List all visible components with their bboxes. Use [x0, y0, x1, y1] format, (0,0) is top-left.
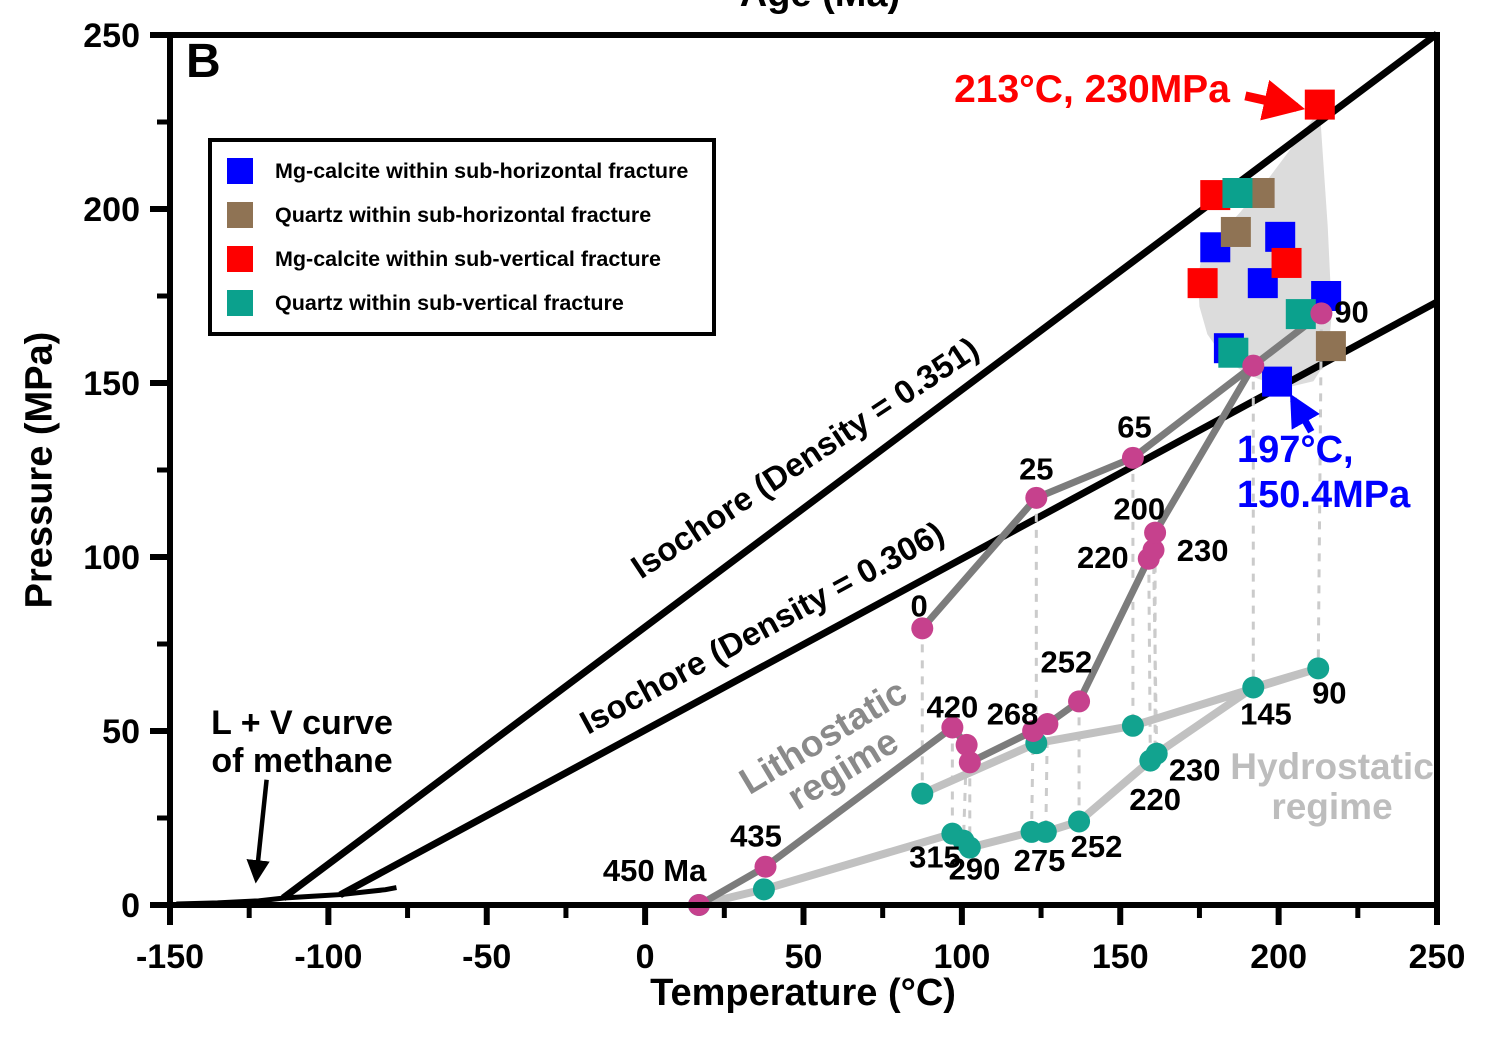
age-label-275: 275 [1014, 843, 1066, 878]
age-label-268: 268 [987, 697, 1039, 732]
fi-square [1187, 268, 1218, 299]
hydrostatic-point-290ma [958, 836, 981, 859]
age-label-220: 220 [1077, 540, 1129, 575]
lithostatic-point-252ma [1068, 690, 1091, 713]
y-tick-label: 250 [83, 17, 140, 55]
legend-label-1: Quartz within sub-horizontal fracture [275, 202, 652, 227]
age-label-252: 252 [1071, 829, 1123, 864]
legend-label-3: Quartz within sub-vertical fracture [275, 290, 624, 315]
x-tick-label: 250 [1409, 938, 1466, 976]
lithostatic-path [697, 309, 1325, 909]
fi-square [1265, 221, 1296, 252]
lithostatic-point-435ma [754, 855, 777, 878]
lithostatic-point-0ma [911, 617, 934, 640]
x-tick-label: -150 [136, 938, 204, 976]
x-tick-label: 200 [1250, 938, 1307, 976]
fi-square [1222, 177, 1253, 208]
legend: Mg-calcite within sub-horizontal fractur… [208, 138, 716, 336]
y-axis-title: Pressure (MPa) [18, 331, 61, 609]
age-label-25: 25 [1019, 451, 1053, 486]
lithostatic-point-220ma [1142, 539, 1165, 562]
x-tick-label: -100 [294, 938, 362, 976]
fi-square [1315, 331, 1346, 362]
hydrostatic-point-90ma [1307, 657, 1330, 680]
fi-square [1220, 216, 1251, 247]
top-axis-title: Age (Ma) [740, 0, 900, 16]
y-tick-label: 200 [83, 191, 140, 229]
age-label-65: 65 [1117, 410, 1151, 445]
age-label-315: 315 [909, 839, 961, 874]
lithostatic-point-25ma [1025, 486, 1048, 509]
blue-annotation-arrow [1290, 393, 1320, 434]
x-tick-label: 50 [785, 938, 823, 976]
x-axis-title: Temperature (°C) [650, 972, 956, 1014]
hydrostatic-point-220ma [1145, 742, 1168, 765]
hydrostatic-point-252ma [1068, 810, 1091, 833]
lithostatic-point-200ma [1144, 521, 1167, 544]
age-label-420: 420 [927, 690, 979, 725]
legend-label-2: Mg-calcite within sub-vertical fracture [275, 246, 661, 271]
fi-square [1262, 366, 1293, 397]
fi-square [1304, 89, 1335, 120]
x-tick-label: 100 [934, 938, 991, 976]
lithostatic-point-65ma [1121, 446, 1144, 469]
age-label-252: 252 [1041, 644, 1093, 679]
lv-curve-label-line1: L + V curve [211, 703, 393, 742]
age-connector [1147, 558, 1152, 761]
legend-item-1: Quartz within sub-horizontal fracture [212, 193, 712, 237]
hydrostatic-point-0ma [911, 782, 934, 805]
y-tick-label: 100 [83, 539, 140, 577]
age-label-145: 145 [1240, 697, 1292, 732]
age-label-220: 220 [1129, 782, 1181, 817]
lv-curve-arrow [246, 779, 270, 884]
y-tick-label: 150 [83, 365, 140, 403]
legend-item-3: Quartz within sub-vertical fracture [212, 281, 712, 325]
annotation-213c-230mpa: 213°C, 230MPa [954, 68, 1230, 111]
x-tick-label: 0 [636, 938, 655, 976]
lithostatic-point-268ma [1036, 713, 1059, 736]
age-label-0: 0 [910, 589, 927, 624]
lithostatic-point-90ma [1310, 302, 1333, 325]
lv-curve-label: L + V curve of methane [211, 704, 393, 780]
annotation-197c-150mpa: 197°C, 150.4MPa [1237, 429, 1411, 516]
hydrostatic-point-435ma [752, 878, 775, 901]
legend-swatch-0 [227, 158, 253, 184]
age-label-230: 230 [1169, 752, 1221, 787]
age-label-450-ma: 450 Ma [603, 853, 707, 888]
fi-square [1271, 247, 1302, 278]
legend-item-2: Mg-calcite within sub-vertical fracture [212, 237, 712, 281]
legend-swatch-2 [227, 246, 253, 272]
x-tick-label: -50 [462, 938, 511, 976]
y-tick-label: 50 [102, 713, 140, 751]
lithostatic-point-290ma [958, 751, 981, 774]
lv-curve-label-line2: of methane [211, 742, 393, 780]
age-label-200: 200 [1113, 491, 1165, 526]
hydrostatic-point-145ma [1242, 676, 1265, 699]
x-tick-label: 150 [1092, 938, 1149, 976]
lithostatic-point-315ma [955, 733, 978, 756]
isochore-line-0 [280, 31, 1440, 901]
age-label-290: 290 [949, 851, 1001, 886]
age-label-90: 90 [1312, 676, 1346, 711]
age-connector [1316, 313, 1323, 669]
y-tick-label: 0 [121, 887, 140, 925]
lithostatic-point-420ma [941, 716, 964, 739]
legend-item-0: Mg-calcite within sub-horizontal fractur… [212, 149, 712, 193]
hydrostatic-point-268ma [1034, 820, 1057, 843]
panel-label: B [186, 35, 221, 88]
red-annotation-arrow [1244, 79, 1306, 121]
lithostatic-point-145ma [1242, 354, 1265, 377]
hydrostatic-point-65ma [1121, 714, 1144, 737]
legend-swatch-3 [227, 290, 253, 316]
age-label-230: 230 [1177, 533, 1229, 568]
age-label-90: 90 [1334, 295, 1368, 330]
age-label-435: 435 [730, 818, 782, 853]
hydrostatic-regime-label: Hydrostatic regime [1230, 746, 1434, 827]
legend-label-0: Mg-calcite within sub-horizontal fractur… [275, 158, 689, 183]
legend-swatch-1 [227, 202, 253, 228]
